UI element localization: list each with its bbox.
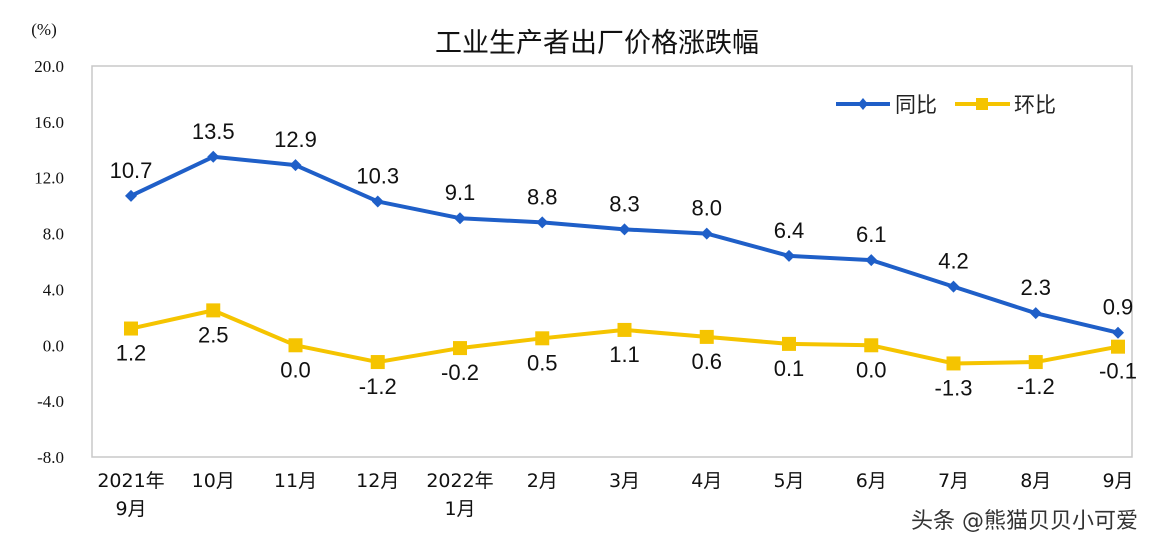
y-tick-label: 8.0 xyxy=(43,225,64,244)
data-label-mom: 0.0 xyxy=(280,357,311,382)
x-tick-label: 6月 xyxy=(856,470,887,492)
x-tick-label: 2月 xyxy=(527,470,558,492)
data-point-mom xyxy=(288,338,303,353)
x-tick-label: 9月 xyxy=(1102,470,1133,492)
data-label-mom: 2.5 xyxy=(198,322,229,347)
data-label-yoy: 8.8 xyxy=(527,184,558,209)
legend-label-yoy: 同比 xyxy=(895,93,937,117)
data-label-mom: -0.2 xyxy=(441,360,479,385)
x-tick-label: 4月 xyxy=(691,470,722,492)
x-tick-label: 2022年 1月 xyxy=(426,470,493,520)
data-label-mom: -1.3 xyxy=(935,375,973,400)
data-label-yoy: 10.7 xyxy=(110,158,153,183)
data-label-yoy: 4.2 xyxy=(938,249,969,274)
data-label-yoy: 13.5 xyxy=(192,119,235,144)
data-point-mom xyxy=(699,329,714,344)
data-point-mom xyxy=(782,336,796,351)
data-point-yoy xyxy=(783,249,795,262)
data-label-mom: -0.1 xyxy=(1099,359,1137,384)
data-label-yoy: 12.9 xyxy=(274,127,317,152)
data-point-yoy xyxy=(207,150,220,163)
data-label-yoy: 8.0 xyxy=(691,196,722,221)
data-point-yoy xyxy=(536,216,549,229)
data-label-mom: 0.6 xyxy=(691,349,722,374)
data-point-yoy xyxy=(289,159,302,172)
x-tick-label: 10月 xyxy=(192,470,235,492)
data-point-mom xyxy=(453,341,467,356)
data-label-yoy: 10.3 xyxy=(356,163,399,188)
y-tick-label: 12.0 xyxy=(34,169,64,188)
data-label-yoy: 6.1 xyxy=(856,222,887,247)
data-label-mom: -1.2 xyxy=(1017,374,1055,399)
data-label-mom: 1.2 xyxy=(116,341,147,366)
data-label-yoy: 9.1 xyxy=(445,180,476,205)
data-label-mom: -1.2 xyxy=(359,374,397,399)
data-point-yoy xyxy=(700,227,713,240)
data-label-mom: 1.1 xyxy=(609,342,640,367)
y-tick-label: -4.0 xyxy=(37,392,64,411)
legend-marker-mom xyxy=(976,98,988,110)
data-point-mom xyxy=(206,303,221,318)
data-point-mom xyxy=(617,322,632,337)
data-point-yoy xyxy=(454,212,466,225)
data-label-yoy: 8.3 xyxy=(609,191,640,216)
data-point-yoy xyxy=(865,254,878,267)
y-tick-label: 20.0 xyxy=(34,57,64,76)
legend-label-mom: 环比 xyxy=(1014,93,1056,117)
y-axis-unit: (%) xyxy=(31,20,56,39)
data-point-yoy xyxy=(371,195,384,208)
x-tick-label: 2021年 9月 xyxy=(97,470,164,520)
data-label-yoy: 2.3 xyxy=(1020,275,1051,300)
x-tick-label: 7月 xyxy=(938,470,969,492)
y-tick-label: 4.0 xyxy=(43,280,64,299)
x-tick-label: 11月 xyxy=(274,470,317,492)
data-label-mom: 0.5 xyxy=(527,350,558,375)
data-point-yoy xyxy=(1112,326,1124,339)
data-label-mom: 0.0 xyxy=(856,357,887,382)
data-point-yoy xyxy=(947,280,960,293)
y-tick-label: 0.0 xyxy=(43,336,64,355)
x-tick-label: 3月 xyxy=(609,470,640,492)
data-label-yoy: 6.4 xyxy=(774,218,805,243)
legend: 同比 环比 xyxy=(836,93,1056,117)
data-point-mom xyxy=(864,338,879,353)
data-label-yoy: 0.9 xyxy=(1103,295,1134,320)
data-point-yoy xyxy=(1029,307,1042,320)
x-tick-label: 8月 xyxy=(1020,470,1051,492)
data-point-mom xyxy=(124,321,138,336)
data-point-mom xyxy=(946,356,961,371)
legend-marker-yoy xyxy=(858,98,868,110)
data-point-mom xyxy=(1111,339,1125,354)
y-tick-label: -8.0 xyxy=(37,448,64,467)
series-line-yoy xyxy=(130,154,1119,335)
data-point-yoy xyxy=(125,189,137,202)
data-point-mom xyxy=(535,331,550,346)
x-tick-label: 5月 xyxy=(773,470,804,492)
plot-area xyxy=(91,65,1133,458)
data-point-yoy xyxy=(618,223,631,236)
watermark: 头条 @熊猫贝贝小可爱 xyxy=(911,509,1138,534)
y-tick-label: 16.0 xyxy=(34,113,64,132)
data-label-mom: 0.1 xyxy=(774,356,805,381)
chart-title: 工业生产者出厂价格涨跌幅 xyxy=(435,28,759,59)
data-point-mom xyxy=(370,355,385,370)
data-point-mom xyxy=(1028,355,1043,370)
x-tick-label: 12月 xyxy=(356,470,399,492)
